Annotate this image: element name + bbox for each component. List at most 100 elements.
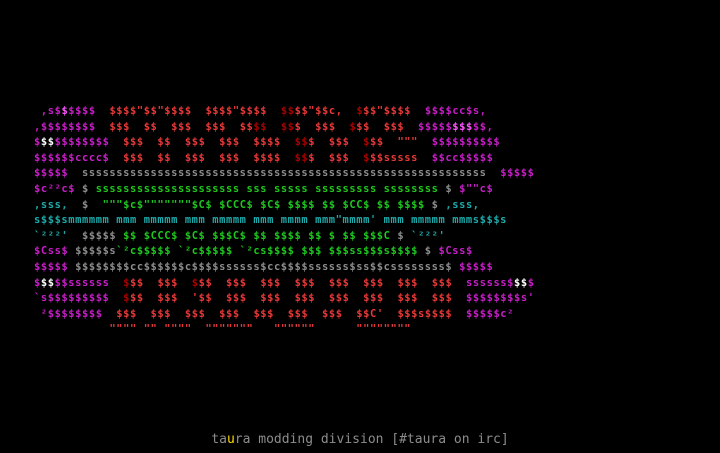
art-segment: ,s$: [34, 105, 62, 117]
art-row-14: ²$$$$$$$$ $$$ $$$ $$$ $$$ $$$ $$$ $$$ $$…: [34, 307, 535, 323]
art-segment: [192, 121, 206, 133]
art-row-6: $c²²c$ $ sssssssssssssssssssss sss sssss…: [34, 182, 535, 198]
art-segment: $$ $$$: [356, 120, 405, 133]
art-segment: $$$$$$$$$$: [431, 136, 501, 149]
art-segment: $$"$$c,: [294, 105, 343, 117]
art-segment: $$$s$$$$: [397, 307, 453, 320]
art-segment: $$$$"$$$$: [205, 105, 268, 117]
art-row-1: ,s$$$$$$ $$$$"$$"$$$$ $$$$"$$$$ $$$$"$$c…: [34, 104, 535, 120]
caption-prefix: ta: [211, 432, 227, 447]
art-segment: $$$ $$C': [322, 307, 384, 320]
art-segment: $$$$$$$$s': [466, 292, 535, 305]
art-segment: $$$ $$$: [328, 292, 384, 305]
art-segment: s$$$smmmmmm mmm mmmmm mmm mmmmm mmm mmmm…: [34, 214, 508, 227]
art-segment: [267, 121, 281, 133]
art-segment: [452, 292, 466, 304]
art-segment: [171, 308, 185, 320]
art-segment: [425, 199, 432, 211]
art-segment: $$$$: [68, 105, 96, 117]
art-segment: [109, 277, 123, 289]
art-segment: [315, 292, 329, 304]
art-segment: $: [397, 229, 405, 242]
art-segment: $Css$: [34, 245, 69, 258]
art-segment: [315, 277, 329, 289]
art-row-5: $$$$$ ssssssssssssssssssssssssssssssssss…: [34, 166, 535, 182]
ansi-logo-art: ,s$$$$$$ $$$$"$$"$$$$ $$$$"$$$$ $$$$"$$c…: [34, 104, 535, 338]
art-segment: [487, 167, 501, 179]
art-segment: $$ $$$: [198, 276, 247, 289]
art-segment: [349, 136, 363, 148]
art-segment: $: [34, 136, 41, 149]
art-segment: $$ """: [370, 136, 419, 149]
art-segment: $$: [280, 120, 295, 133]
art-segment: $$$ $$$$: [219, 151, 281, 164]
art-segment: $$: [40, 136, 55, 149]
art-segment: [109, 292, 123, 304]
art-segment: $$$ $$ $$$: [109, 120, 192, 133]
art-segment: [89, 199, 103, 211]
art-row-4: $$$$$$cccc$ $$$ $$ $$$ $$$ $$$$ $$$ $$$ …: [34, 151, 535, 167]
art-segment: $: [123, 292, 130, 305]
art-segment: $$$$$: [34, 260, 69, 273]
art-row-9: `²²²' $$$$$ $$ $CCC$ $C$ $$$C$ $$ $$$$ $…: [34, 229, 535, 245]
art-segment: $: [123, 276, 131, 289]
art-segment: """$c$"""""""$C$ $CCC$ $C$ $$$$ $$ $CC$ …: [102, 198, 425, 211]
art-segment: [34, 323, 109, 335]
art-segment: [68, 230, 82, 242]
art-segment: $$$ $$: [205, 120, 254, 133]
art-segment: ssssss$: [466, 276, 515, 289]
art-segment: [240, 308, 254, 320]
art-row-2: ,$$$$$$$$ $$$ $$ $$$ $$$ $$$$ $$$ $$$ $$…: [34, 120, 535, 136]
art-segment: [308, 308, 322, 320]
art-segment: $: [191, 276, 199, 289]
art-segment: $$"$$$$: [363, 105, 412, 117]
art-segment: $$$$$$$$cc$$$$$$c$$$$ssssss$cc$$$$ssssss…: [75, 260, 453, 273]
art-segment: $$,: [472, 120, 494, 133]
art-segment: [349, 152, 363, 164]
art-segment: [418, 152, 432, 164]
art-segment: [205, 152, 219, 164]
art-segment: $$ $$$: [130, 276, 179, 289]
art-segment: $$$ $$ $$$: [123, 136, 206, 149]
art-segment: $$$: [452, 120, 473, 133]
art-segment: [205, 136, 219, 148]
art-segment: [404, 121, 418, 133]
art-row-11: $$$$$ $$$$$$$$cc$$$$$$c$$$$ssssss$cc$$$$…: [34, 260, 535, 276]
art-segment: $: [34, 276, 41, 289]
caption-suffix: ra modding division [#taura on irc]: [234, 432, 509, 447]
art-row-8: s$$$smmmmmm mmm mmmmm mmm mmmmm mmm mmmm…: [34, 213, 535, 229]
art-segment: `²²²': [411, 229, 446, 242]
art-segment: [247, 277, 261, 289]
caption-accent: u: [226, 432, 235, 447]
art-row-13: `s$$$$$$$$$ $$$ $$$ '$$ $$$ $$$ $$$ $$$ …: [34, 291, 535, 307]
art-segment: $$cc$$$$$: [431, 151, 494, 164]
art-segment: """" "" """" """"""" """""" """""""": [109, 323, 412, 336]
art-segment: $$ $CCC$ $C$ $$$C$ $$ $$$$ $$ $ $$ $$$C: [123, 229, 391, 242]
art-segment: ssssssssssssssssssssssssssssssssssssssss…: [82, 167, 487, 180]
art-segment: $: [82, 198, 89, 211]
art-segment: $: [527, 276, 535, 289]
art-segment: ,$$$$$$$$: [34, 120, 96, 133]
art-segment: $$$ $$$: [397, 292, 453, 305]
art-segment: ,sss,: [445, 198, 480, 211]
art-segment: $$ $$$: [130, 292, 178, 305]
art-segment: [109, 136, 123, 148]
art-segment: `²c$$$$$ `²c$$$$$ `²cs$$$$ $$$ $$$ss$$$s…: [116, 245, 418, 258]
art-segment: `s$$$$$$$$$: [34, 292, 110, 305]
art-segment: $: [445, 182, 453, 195]
art-segment: $: [424, 245, 432, 258]
art-segment: $: [82, 182, 89, 195]
art-segment: [178, 292, 192, 304]
art-segment: [75, 183, 82, 195]
art-segment: $""c$: [459, 182, 494, 195]
art-segment: $$$ $$$: [397, 276, 453, 289]
art-segment: $: [431, 198, 439, 211]
art-segment: [384, 308, 398, 320]
art-segment: [109, 152, 123, 164]
art-segment: $: [349, 120, 357, 133]
art-row-10: $Css$ $$$$$s`²c$$$$$ `²c$$$$$ `²cs$$$$ $…: [34, 244, 535, 260]
art-segment: $$$$$: [82, 229, 117, 242]
art-segment: ²$$$$$$$$: [34, 307, 103, 320]
art-segment: $$$$$c²: [466, 307, 515, 320]
art-segment: $: [356, 105, 364, 117]
